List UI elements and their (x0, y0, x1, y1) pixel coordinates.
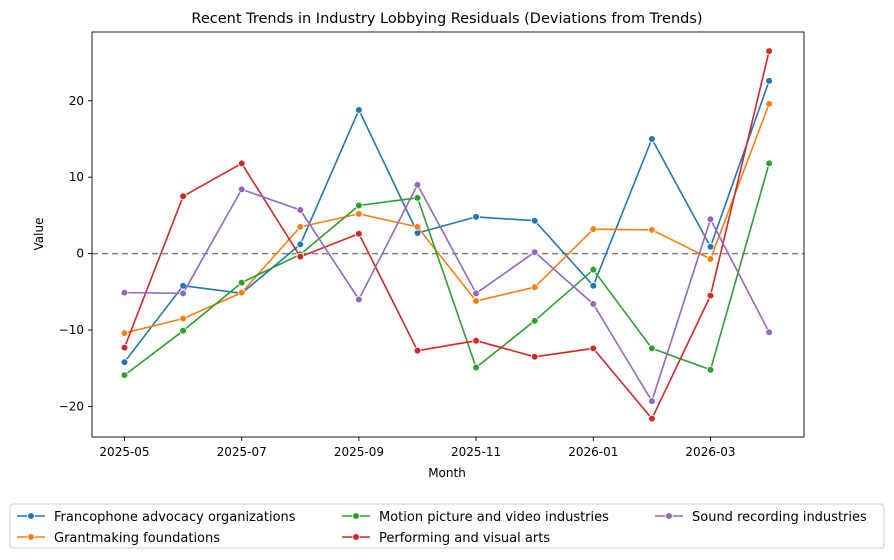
x-tick-label: 2025-11 (451, 445, 501, 459)
data-point-4-9 (648, 397, 656, 405)
data-point-2-4 (355, 201, 363, 210)
series-line-2 (124, 163, 770, 376)
series-line-4 (124, 184, 770, 402)
plot-frame (91, 31, 805, 438)
data-point-2-9 (648, 344, 656, 353)
data-point-3-6 (472, 336, 480, 345)
data-point-1-0 (120, 329, 129, 337)
data-point-0-10 (706, 242, 715, 251)
data-point-4-6 (472, 289, 480, 298)
data-point-2-1 (179, 326, 187, 335)
data-point-4-2 (237, 185, 246, 194)
legend: Francophone advocacy organizations Grantm… (9, 503, 885, 549)
data-point-4-8 (589, 300, 598, 308)
data-point-4-3 (296, 206, 305, 214)
y-tick-label: 10 (69, 170, 84, 184)
legend-label: Francophone advocacy organizations (54, 510, 296, 525)
data-point-3-5 (413, 346, 422, 355)
data-point-1-4 (355, 210, 363, 218)
data-point-1-8 (589, 225, 598, 233)
data-point-1-3 (296, 223, 305, 231)
data-point-4-5 (413, 181, 422, 189)
legend-label: Grantmaking foundations (54, 531, 220, 546)
legend-item: Motion picture and video industries (342, 510, 609, 525)
data-point-1-2 (237, 288, 246, 297)
legend-label: Sound recording industries (692, 510, 867, 525)
data-point-1-5 (413, 223, 422, 231)
data-point-3-9 (648, 414, 656, 423)
data-point-4-0 (120, 288, 129, 297)
data-point-4-11 (765, 328, 773, 337)
data-point-0-3 (296, 240, 305, 249)
data-point-1-10 (706, 255, 715, 263)
x-tick-label: 2025-07 (217, 445, 267, 459)
data-point-1-11 (765, 100, 773, 108)
data-point-4-10 (706, 215, 715, 224)
x-tick-label: 2026-03 (685, 445, 735, 459)
legend-marker (27, 533, 35, 541)
data-point-4-4 (355, 295, 363, 304)
data-point-0-11 (765, 77, 773, 85)
series-line-0 (123, 80, 770, 363)
series-line-3 (123, 50, 770, 420)
data-point-3-0 (120, 343, 129, 352)
legend-marker (27, 512, 35, 520)
legend-item: Performing and visual arts (342, 531, 550, 546)
data-point-1-1 (179, 314, 187, 323)
legend-marker (352, 533, 360, 541)
data-point-3-8 (589, 344, 598, 353)
data-point-2-5 (413, 194, 422, 202)
y-tick-label: −20 (59, 399, 84, 413)
data-point-1-6 (472, 297, 480, 305)
data-point-4-1 (179, 289, 187, 298)
data-point-2-8 (589, 265, 598, 274)
data-point-4-7 (530, 248, 539, 256)
x-tick-label: 2025-09 (334, 445, 384, 459)
y-tick-label: −10 (59, 323, 84, 337)
data-point-2-7 (530, 317, 539, 325)
data-point-2-6 (472, 363, 480, 372)
data-point-3-7 (530, 352, 539, 361)
data-point-2-11 (765, 159, 773, 168)
data-point-1-7 (530, 283, 539, 292)
data-point-3-11 (765, 47, 773, 55)
x-tick-label: 2026-01 (568, 445, 618, 459)
x-axis-label: Month (428, 466, 466, 480)
plot-area: −20 −10 0 10 20 2025-05 2025-07 2025-09 2025-11 2… (59, 31, 805, 459)
data-point-3-4 (355, 229, 363, 238)
legend-item: Sound recording industries (655, 510, 867, 525)
series-line-1 (124, 103, 770, 334)
data-point-3-3 (296, 252, 305, 261)
legend-item: Grantmaking foundations (17, 531, 220, 546)
data-point-0-9 (648, 135, 656, 143)
data-point-0-7 (530, 216, 539, 225)
data-point-0-0 (120, 358, 129, 366)
legend-item: Francophone advocacy organizations (17, 510, 296, 525)
data-point-0-6 (472, 213, 480, 221)
data-point-2-2 (237, 278, 246, 287)
y-axis-label: Value (32, 218, 46, 251)
legend-label: Performing and visual arts (379, 531, 550, 546)
x-tick-label: 2025-05 (99, 445, 149, 459)
data-point-0-8 (589, 281, 598, 290)
legend-marker (665, 512, 673, 520)
data-point-2-0 (120, 371, 129, 379)
data-point-2-10 (706, 365, 715, 374)
data-point-1-9 (648, 226, 656, 234)
data-point-3-10 (706, 291, 715, 300)
data-point-3-1 (179, 192, 187, 201)
y-tick-label: 20 (69, 94, 84, 108)
chart-title: Recent Trends in Industry Lobbying Resid… (191, 11, 702, 27)
data-point-0-4 (355, 106, 363, 114)
data-point-3-2 (237, 159, 246, 168)
legend-label: Motion picture and video industries (379, 510, 609, 525)
legend-marker (352, 512, 360, 520)
y-tick-label: 0 (76, 247, 84, 261)
